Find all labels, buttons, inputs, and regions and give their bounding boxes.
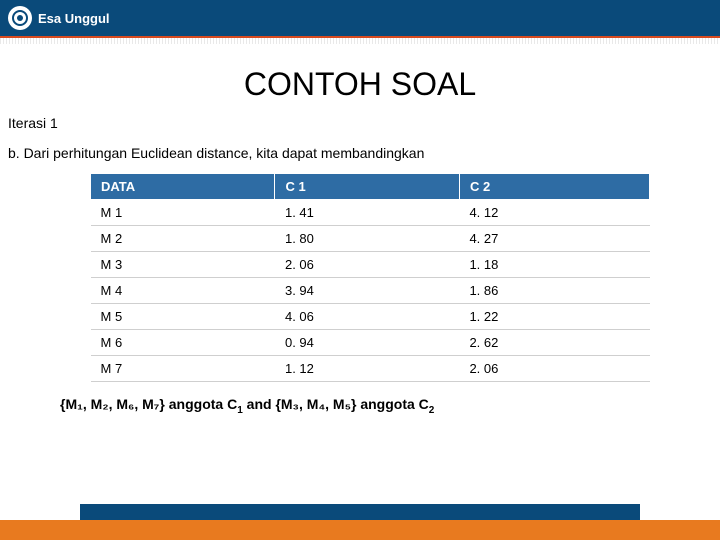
footer-blue-strip [80, 504, 640, 520]
group1-label: anggota C [169, 396, 237, 412]
table-row: M 32. 061. 18 [91, 252, 650, 278]
table-cell: 1. 12 [275, 356, 459, 382]
table-cell: M 1 [91, 200, 275, 226]
table-cell: M 6 [91, 330, 275, 356]
table-cell: M 4 [91, 278, 275, 304]
joiner: and [247, 396, 276, 412]
body-text: b. Dari perhitungan Euclidean distance, … [0, 145, 720, 161]
page-title: CONTOH SOAL [0, 66, 720, 103]
logo-icon [8, 6, 32, 30]
table-cell: 4. 27 [459, 226, 649, 252]
table-cell: 4. 06 [275, 304, 459, 330]
table-cell: M 7 [91, 356, 275, 382]
footer-orange-strip [0, 520, 720, 540]
table-row: M 21. 804. 27 [91, 226, 650, 252]
group2-members: {M₃, M₄, M₅} [275, 396, 356, 412]
iteration-label: Iterasi 1 [0, 115, 720, 131]
table-cell: 1. 18 [459, 252, 649, 278]
group2-label: anggota C [360, 396, 428, 412]
divider-stripe [0, 38, 720, 44]
table-row: M 71. 122. 06 [91, 356, 650, 382]
table-cell: M 3 [91, 252, 275, 278]
distance-table: DATA C 1 C 2 M 11. 414. 12M 21. 804. 27M… [90, 173, 650, 382]
table-row: M 60. 942. 62 [91, 330, 650, 356]
table-row: M 54. 061. 22 [91, 304, 650, 330]
table-cell: 1. 41 [275, 200, 459, 226]
table-cell: M 5 [91, 304, 275, 330]
table-cell: 4. 12 [459, 200, 649, 226]
table-row: M 11. 414. 12 [91, 200, 650, 226]
table-cell: 2. 06 [275, 252, 459, 278]
brand-logo: Esa Unggul [0, 0, 720, 36]
table-cell: M 2 [91, 226, 275, 252]
conclusion-text: {M₁, M₂, M₆, M₇} anggota C1 and {M₃, M₄,… [60, 396, 720, 416]
group2-sub: 2 [429, 405, 435, 416]
col-header-c2: C 2 [459, 174, 649, 200]
table-cell: 1. 22 [459, 304, 649, 330]
table-cell: 2. 06 [459, 356, 649, 382]
table-cell: 1. 80 [275, 226, 459, 252]
table-cell: 0. 94 [275, 330, 459, 356]
col-header-c1: C 1 [275, 174, 459, 200]
table-cell: 1. 86 [459, 278, 649, 304]
footer-bar [0, 504, 720, 540]
header-bar: Esa Unggul [0, 0, 720, 38]
table-cell: 3. 94 [275, 278, 459, 304]
table-row: M 43. 941. 86 [91, 278, 650, 304]
table-cell: 2. 62 [459, 330, 649, 356]
brand-name: Esa Unggul [38, 11, 110, 26]
col-header-data: DATA [91, 174, 275, 200]
group1-sub: 1 [237, 405, 243, 416]
group1-members: {M₁, M₂, M₆, M₇} [60, 396, 165, 412]
